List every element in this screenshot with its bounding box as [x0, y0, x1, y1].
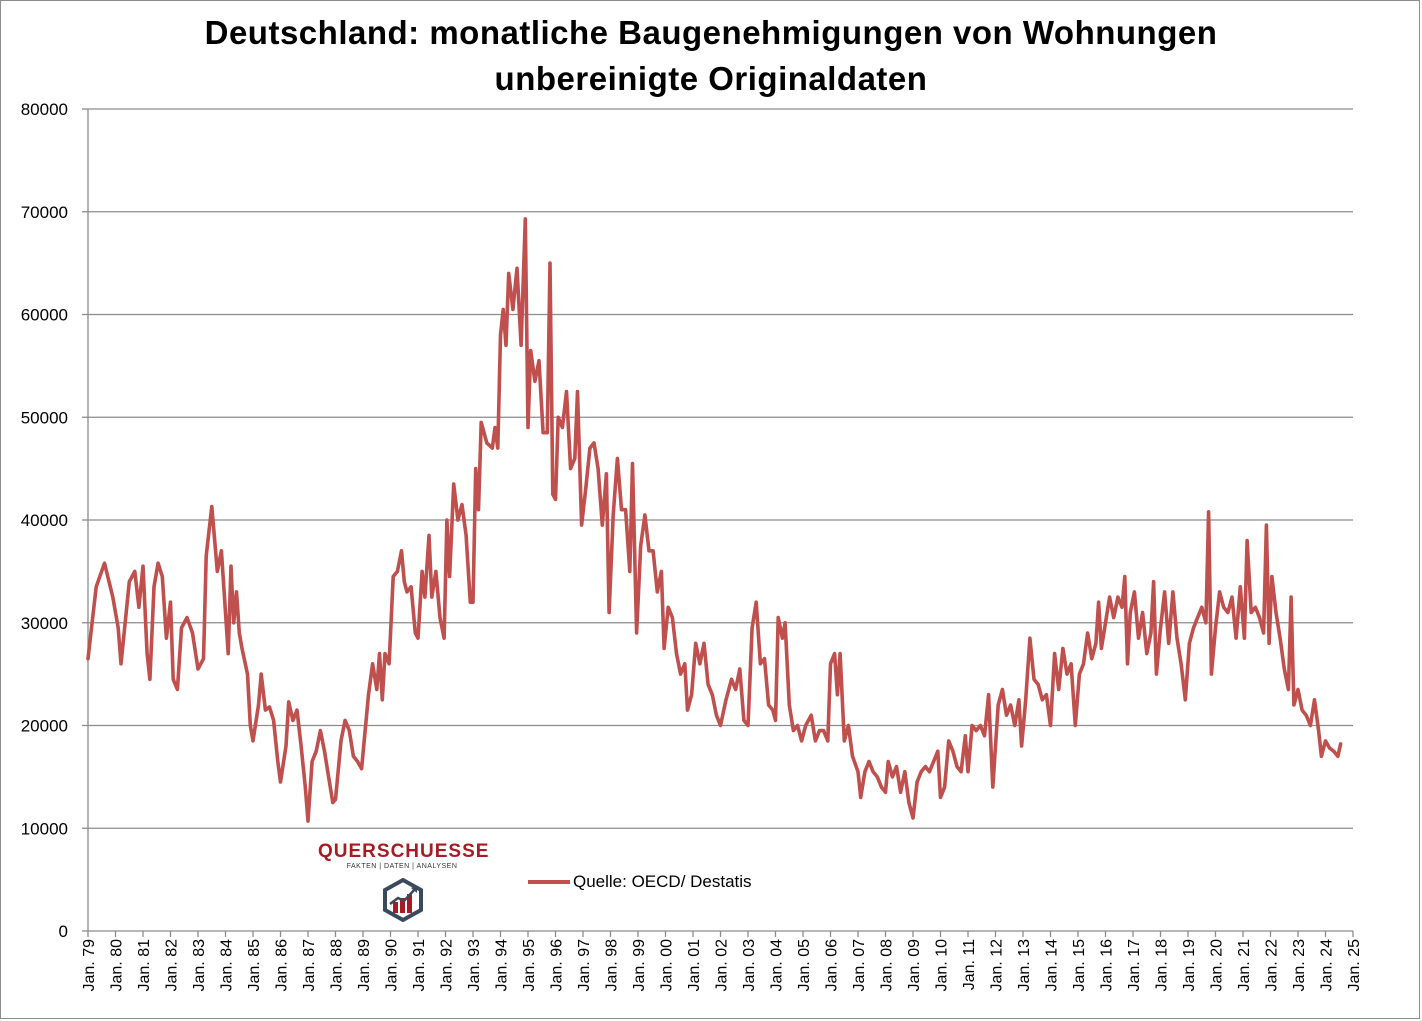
legend-swatch [528, 880, 570, 884]
logo-wordmark: QUERSCHUESSE [318, 841, 490, 862]
x-tick-label: Jan. 91 [411, 939, 428, 992]
y-tick-label: 50000 [21, 408, 68, 427]
x-tick-label: Jan. 08 [879, 939, 896, 992]
x-axis: Jan. 79 Jan. 80 Jan. 81 Jan. 82 Jan. 83 Jan. … [81, 930, 1363, 992]
x-tick-label: Jan. 09 [906, 939, 923, 992]
logo-hexagon-icon [383, 878, 423, 922]
y-tick-label: 10000 [21, 819, 68, 838]
x-tick-label: Jan. 83 [191, 939, 208, 992]
x-tick-label: Jan. 00 [659, 939, 676, 992]
x-tick-label: Jan. 20 [1209, 939, 1226, 992]
x-tick-label: Jan. 93 [466, 939, 483, 992]
legend: Quelle: OECD/ Destatis [528, 872, 752, 892]
x-tick-label: Jan. 80 [109, 939, 126, 992]
x-tick-label: Jan. 95 [521, 939, 538, 992]
x-tick-label: Jan. 15 [1071, 939, 1088, 992]
chart-title: Deutschland: monatliche Baugenehmigungen… [204, 14, 1218, 51]
x-tick-label: Jan. 88 [329, 939, 346, 992]
x-tick-label: Jan. 02 [714, 939, 731, 992]
x-tick-label: Jan. 92 [439, 939, 456, 992]
x-tick-label: Jan. 98 [604, 939, 621, 992]
x-tick-label: Jan. 79 [81, 939, 98, 992]
series-layer [86, 217, 1343, 823]
y-tick-label: 60000 [21, 306, 68, 325]
x-tick-label: Jan. 22 [1264, 939, 1281, 992]
x-tick-label: Jan. 21 [1236, 939, 1253, 992]
x-tick-label: Jan. 87 [301, 939, 318, 992]
x-tick-label: Jan. 01 [686, 939, 703, 992]
x-tick-label: Jan. 97 [576, 939, 593, 992]
x-tick-label: Jan. 99 [631, 939, 648, 992]
x-tick-label: Jan. 89 [356, 939, 373, 992]
y-tick-label: 0 [59, 922, 68, 941]
y-tick-label: 30000 [21, 614, 68, 633]
y-tick-label: 40000 [21, 511, 68, 530]
x-tick-label: Jan. 05 [796, 939, 813, 992]
x-tick-label: Jan. 85 [246, 939, 263, 992]
logo-tagline: FAKTEN | DATEN | ANALYSEN [346, 863, 458, 870]
x-tick-label: Jan. 96 [549, 939, 566, 992]
y-axis: 0 10000 20000 30000 40000 50000 60000 70000 8000… [21, 100, 89, 941]
x-tick-label: Jan. 18 [1154, 939, 1171, 992]
x-tick-label: Jan. 90 [384, 939, 401, 992]
x-tick-label: Jan. 94 [494, 939, 511, 992]
x-tick-label: Jan. 19 [1181, 939, 1198, 992]
x-tick-label: Jan. 13 [1016, 939, 1033, 992]
legend-label: Quelle: OECD/ Destatis [573, 872, 752, 891]
x-tick-label: Jan. 12 [989, 939, 1006, 992]
x-tick-label: Jan. 17 [1126, 939, 1143, 992]
x-tick-label: Jan. 25 [1346, 939, 1363, 992]
x-tick-label: Jan. 03 [741, 939, 758, 992]
querschuesse-logo: QUERSCHUESSE FAKTEN | DATEN | ANALYSEN [318, 841, 490, 926]
series-line [86, 217, 1343, 823]
x-tick-label: Jan. 04 [769, 939, 786, 992]
y-tick-label: 70000 [21, 203, 68, 222]
x-tick-label: Jan. 06 [824, 939, 841, 992]
y-tick-label: 20000 [21, 717, 68, 736]
x-tick-label: Jan. 11 [961, 939, 978, 990]
x-tick-label: Jan. 10 [934, 939, 951, 992]
x-tick-label: Jan. 14 [1044, 939, 1061, 992]
x-tick-label: Jan. 16 [1099, 939, 1116, 992]
chart-subtitle: unbereinigte Originaldaten [494, 60, 928, 97]
x-tick-label: Jan. 07 [851, 939, 868, 992]
x-tick-label: Jan. 81 [136, 939, 153, 992]
x-tick-label: Jan. 84 [219, 939, 236, 992]
x-tick-label: Jan. 24 [1319, 939, 1336, 992]
x-tick-label: Jan. 86 [274, 939, 291, 992]
x-tick-label: Jan. 23 [1291, 939, 1308, 992]
x-tick-label: Jan. 82 [164, 939, 181, 992]
y-tick-label: 80000 [21, 100, 68, 119]
